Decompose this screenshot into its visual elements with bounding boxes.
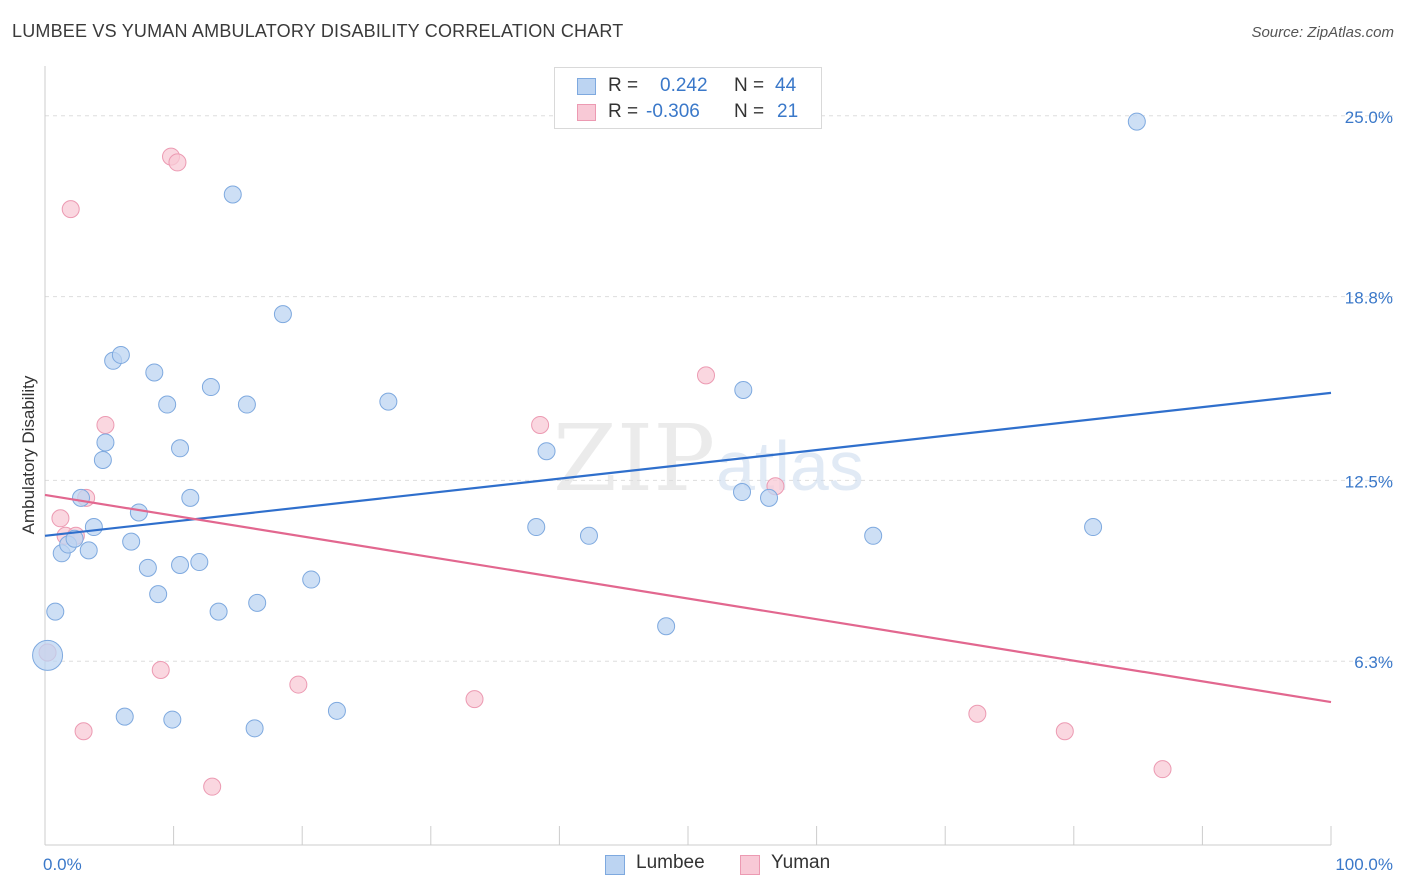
lumbee-point xyxy=(657,617,676,636)
lumbee-point xyxy=(129,503,148,522)
yuman-r-label: R = xyxy=(608,101,639,122)
lumbee-point xyxy=(209,602,228,621)
lumbee-point xyxy=(138,558,157,577)
x-tick-label-min: 0.0% xyxy=(43,855,82,874)
lumbee-point xyxy=(273,305,292,324)
lumbee-point xyxy=(579,526,598,545)
yuman-point xyxy=(465,690,484,709)
lumbee-point xyxy=(96,433,115,452)
lumbee-point xyxy=(145,363,164,382)
lumbee-r-label: R = xyxy=(608,75,639,96)
label-layer: 6.3% 12.5% 18.8% 25.0% 0.0% 100.0% Ambulatory … xyxy=(19,108,1393,874)
lumbee-point xyxy=(65,529,84,548)
lumbee-point xyxy=(237,395,256,414)
lumbee-point xyxy=(734,380,753,399)
lumbee-point xyxy=(190,553,209,572)
lumbee-points xyxy=(32,112,1146,738)
lumbee-point xyxy=(379,392,398,411)
lumbee-point xyxy=(171,439,190,458)
lumbee-point xyxy=(163,710,182,729)
yuman-point xyxy=(203,777,222,796)
yuman-point xyxy=(151,660,170,679)
lumbee-point xyxy=(527,518,546,537)
watermark-layer: ZIP atlas xyxy=(553,405,864,512)
lumbee-point xyxy=(115,707,134,726)
chart-title: LUMBEE VS YUMAN AMBULATORY DISABILITY CO… xyxy=(12,21,624,41)
lumbee-point xyxy=(864,526,883,545)
lumbee-point xyxy=(84,518,103,537)
yuman-point xyxy=(51,509,70,528)
yuman-trend-line xyxy=(44,493,1332,704)
lumbee-point xyxy=(760,488,779,507)
yuman-n-value: 21 xyxy=(777,101,799,122)
lumbee-point xyxy=(181,488,200,507)
lumbee-point xyxy=(171,555,190,574)
lumbee-point xyxy=(72,488,91,507)
x-tick-label-max: 100.0% xyxy=(1335,855,1393,874)
lumbee-legend-label: Lumbee xyxy=(636,852,705,873)
yuman-point xyxy=(61,200,80,219)
yuman-n-label: N = xyxy=(734,101,765,122)
y-tick-label: 6.3% xyxy=(1354,653,1393,672)
lumbee-point xyxy=(201,378,220,397)
lumbee-point xyxy=(1084,518,1103,537)
stats-legend: R = 0.242 N = 44 R = -0.306 N = 21 xyxy=(554,67,822,129)
y-tick-label: 25.0% xyxy=(1345,108,1393,127)
yuman-point xyxy=(1153,760,1172,779)
lumbee-point xyxy=(248,593,267,612)
lumbee-n-label: N = xyxy=(734,75,765,96)
lumbee-legend-swatch xyxy=(605,855,625,875)
lumbee-trend-line xyxy=(44,391,1332,537)
yuman-point xyxy=(168,153,187,172)
y-axis-label: Ambulatory Disability xyxy=(19,375,38,534)
lumbee-point xyxy=(223,185,242,204)
lumbee-point xyxy=(733,483,752,502)
lumbee-point xyxy=(122,532,141,551)
lumbee-point xyxy=(1127,112,1146,131)
lumbee-point xyxy=(32,639,64,671)
lumbee-r-value: 0.242 xyxy=(660,75,708,96)
y-tick-label: 18.8% xyxy=(1345,289,1393,308)
lumbee-point xyxy=(302,570,321,589)
yuman-point xyxy=(74,722,93,741)
lumbee-point xyxy=(158,395,177,414)
yuman-point xyxy=(697,366,716,385)
lumbee-point xyxy=(149,585,168,604)
lumbee-point xyxy=(537,442,556,461)
trend-layer xyxy=(44,391,1332,704)
lumbee-swatch xyxy=(577,78,596,95)
yuman-point xyxy=(289,675,308,694)
yuman-point xyxy=(531,415,550,434)
yuman-point xyxy=(96,415,115,434)
yuman-point xyxy=(1055,722,1074,741)
lumbee-point xyxy=(245,719,264,738)
yuman-legend-swatch xyxy=(740,855,760,875)
grid-layer xyxy=(45,115,1393,662)
y-tick-label: 12.5% xyxy=(1345,472,1393,491)
yuman-r-value: -0.306 xyxy=(646,101,700,122)
yuman-swatch xyxy=(577,104,596,121)
lumbee-point xyxy=(46,602,65,621)
axis-layer xyxy=(44,66,1332,846)
yuman-point xyxy=(968,704,987,723)
lumbee-point xyxy=(93,450,112,469)
lumbee-n-value: 44 xyxy=(775,75,797,96)
yuman-legend-label: Yuman xyxy=(771,852,831,873)
lumbee-point xyxy=(327,701,346,720)
watermark-zip: ZIP xyxy=(553,405,715,512)
lumbee-point xyxy=(79,541,98,560)
lumbee-point xyxy=(111,345,130,364)
source-credit: Source: ZipAtlas.com xyxy=(1251,24,1394,41)
